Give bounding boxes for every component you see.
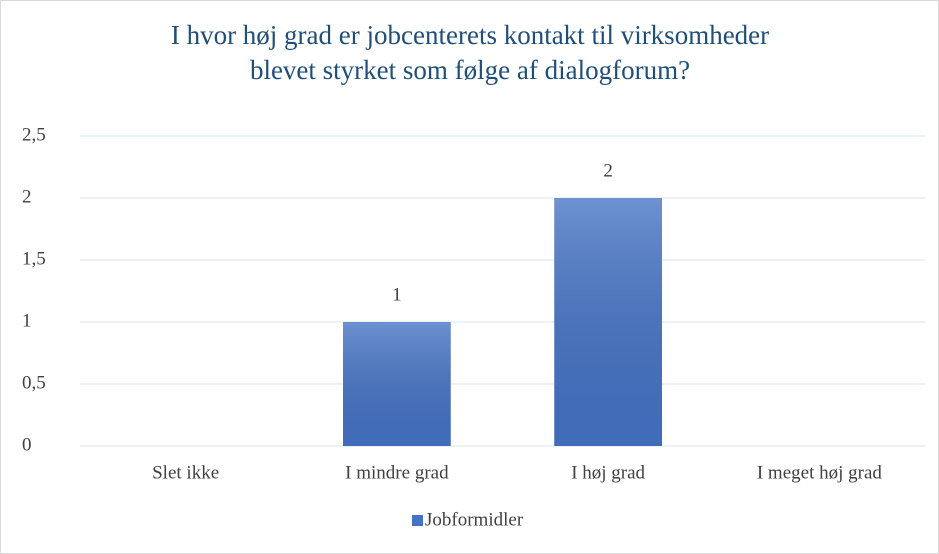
chart-title: I hvor høj grad er jobcenterets kontakt … <box>171 20 769 50</box>
bar-shade <box>343 322 451 446</box>
x-tick-label: I mindre grad <box>345 462 449 483</box>
legend-swatch <box>412 515 423 526</box>
y-tick-label: 2,5 <box>22 124 46 145</box>
chart-title: blevet styrket som følge af dialogforum? <box>250 55 690 85</box>
y-tick-label: 1 <box>22 310 32 331</box>
x-tick-label: Slet ikke <box>152 462 219 483</box>
bar-shade <box>554 198 662 446</box>
data-label: 2 <box>603 160 613 181</box>
data-label: 1 <box>392 284 402 305</box>
x-tick-label: I høj grad <box>571 462 645 483</box>
legend-label: Jobformidler <box>425 509 524 530</box>
y-tick-label: 2 <box>22 186 32 207</box>
y-tick-label: 0,5 <box>22 372 46 393</box>
y-tick-label: 1,5 <box>22 248 46 269</box>
y-tick-label: 0 <box>22 434 32 455</box>
x-tick-label: I meget høj grad <box>757 462 883 483</box>
